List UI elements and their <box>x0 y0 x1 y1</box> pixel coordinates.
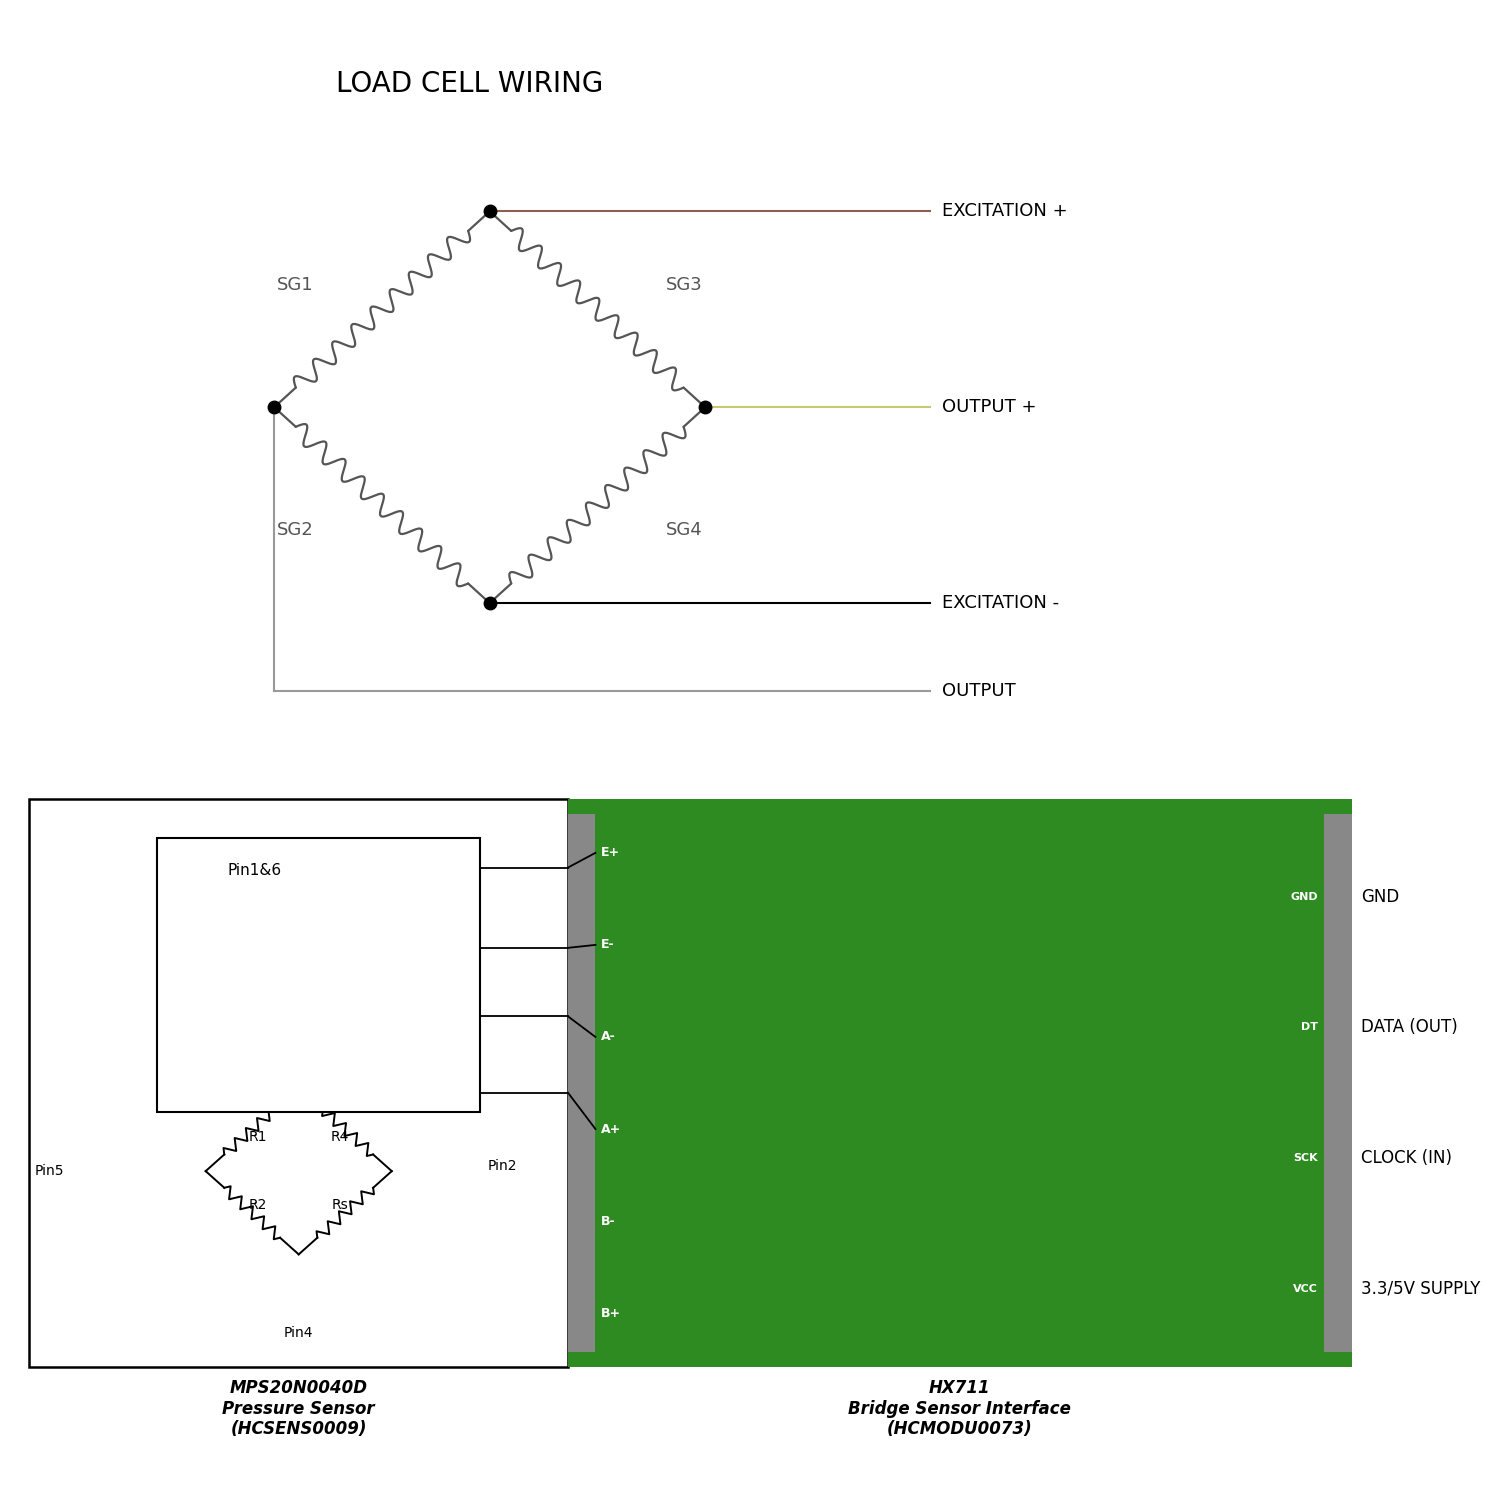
Text: LOAD CELL WIRING: LOAD CELL WIRING <box>336 70 603 98</box>
Bar <box>568 800 1352 1366</box>
Text: 3.3/5V SUPPLY: 3.3/5V SUPPLY <box>1362 1280 1480 1298</box>
Text: Pin5: Pin5 <box>34 1164 64 1178</box>
Text: B-: B- <box>602 1215 616 1227</box>
Text: EXCITATION +: EXCITATION + <box>942 202 1068 220</box>
Text: SG4: SG4 <box>666 520 702 538</box>
Bar <box>568 813 596 1353</box>
Text: E-: E- <box>602 939 615 951</box>
Text: SG1: SG1 <box>278 276 314 294</box>
Text: DT: DT <box>1300 1023 1318 1032</box>
Text: GND: GND <box>1362 888 1400 906</box>
Text: Pin2: Pin2 <box>488 1160 518 1173</box>
Text: SG2: SG2 <box>276 520 314 538</box>
Text: SCK: SCK <box>1293 1154 1318 1162</box>
Text: Rs: Rs <box>332 1198 348 1212</box>
Text: DATA (OUT): DATA (OUT) <box>1362 1019 1458 1036</box>
Text: A+: A+ <box>602 1122 621 1136</box>
Text: E+: E+ <box>602 846 621 859</box>
Bar <box>1324 813 1352 1353</box>
Text: GND: GND <box>1290 892 1318 902</box>
Text: OUTPUT +: OUTPUT + <box>942 398 1036 416</box>
Text: R2: R2 <box>249 1198 267 1212</box>
Text: EXCITATION -: EXCITATION - <box>942 594 1059 612</box>
Text: Pin1&6: Pin1&6 <box>228 862 282 877</box>
Text: Pin4: Pin4 <box>284 1326 314 1340</box>
Text: OUTPUT: OUTPUT <box>942 682 1016 700</box>
Text: R4: R4 <box>330 1130 350 1144</box>
Text: MPS20N0040D
Pressure Sensor
(HCSENS0009): MPS20N0040D Pressure Sensor (HCSENS0009) <box>222 1378 375 1438</box>
Text: VCC: VCC <box>1293 1284 1318 1293</box>
Bar <box>30 800 568 1366</box>
Text: HX711
Bridge Sensor Interface
(HCMODU0073): HX711 Bridge Sensor Interface (HCMODU007… <box>849 1378 1071 1438</box>
Text: CLOCK (IN): CLOCK (IN) <box>1362 1149 1452 1167</box>
Text: B+: B+ <box>602 1306 621 1320</box>
Text: R1: R1 <box>249 1130 267 1144</box>
Text: A-: A- <box>602 1030 616 1044</box>
Text: SG3: SG3 <box>666 276 702 294</box>
Bar <box>156 839 480 1113</box>
